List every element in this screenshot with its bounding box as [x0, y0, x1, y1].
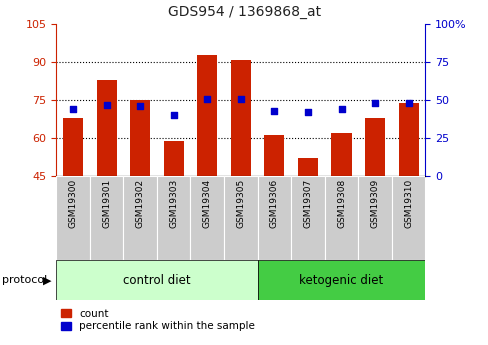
Bar: [358, 176, 391, 260]
Point: [102, 102, 110, 107]
Point: [370, 100, 378, 106]
Bar: [190, 176, 224, 260]
Point: [136, 104, 144, 109]
Text: GSM19304: GSM19304: [203, 178, 211, 228]
Bar: [297, 158, 317, 176]
Bar: [56, 176, 90, 260]
Bar: [257, 176, 290, 260]
Text: GSM19309: GSM19309: [370, 178, 379, 228]
Text: GSM19305: GSM19305: [236, 178, 245, 228]
Bar: [331, 133, 351, 176]
Text: ketogenic diet: ketogenic diet: [299, 274, 383, 287]
Bar: [290, 176, 324, 260]
Bar: [63, 118, 83, 176]
Text: GDS954 / 1369868_at: GDS954 / 1369868_at: [167, 5, 321, 19]
Bar: [130, 100, 150, 176]
Bar: [264, 136, 284, 176]
Point: [337, 106, 345, 112]
Point: [304, 109, 311, 115]
Point: [236, 96, 244, 101]
Text: GSM19306: GSM19306: [269, 178, 278, 228]
Bar: [123, 176, 157, 260]
Bar: [391, 176, 425, 260]
Bar: [163, 140, 183, 176]
Bar: [224, 176, 257, 260]
Text: GSM19300: GSM19300: [68, 178, 78, 228]
Bar: [230, 60, 250, 176]
Point: [203, 96, 211, 101]
Bar: [398, 102, 418, 176]
Point: [404, 100, 412, 106]
Legend: count, percentile rank within the sample: count, percentile rank within the sample: [61, 309, 255, 332]
Text: protocol: protocol: [2, 275, 48, 285]
Bar: [257, 260, 425, 300]
Text: ▶: ▶: [43, 275, 52, 285]
Bar: [90, 176, 123, 260]
Point: [270, 108, 278, 114]
Point: [69, 106, 77, 112]
Text: control diet: control diet: [123, 274, 190, 287]
Point: [169, 112, 177, 118]
Text: GSM19310: GSM19310: [403, 178, 412, 228]
Bar: [197, 55, 217, 176]
Text: GSM19307: GSM19307: [303, 178, 312, 228]
Bar: [324, 176, 358, 260]
Bar: [56, 260, 257, 300]
Text: GSM19308: GSM19308: [336, 178, 346, 228]
Text: GSM19303: GSM19303: [169, 178, 178, 228]
Bar: [157, 176, 190, 260]
Bar: [364, 118, 385, 176]
Text: GSM19302: GSM19302: [135, 178, 144, 228]
Bar: [96, 80, 117, 176]
Text: GSM19301: GSM19301: [102, 178, 111, 228]
